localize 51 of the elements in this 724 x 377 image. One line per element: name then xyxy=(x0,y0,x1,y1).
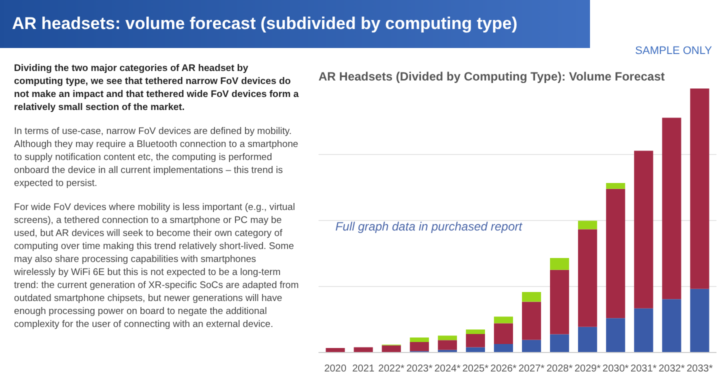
bar xyxy=(466,330,485,334)
x-tick-label: 2021 xyxy=(352,364,375,374)
bar xyxy=(606,188,626,318)
bar xyxy=(578,220,598,230)
bar xyxy=(522,302,542,340)
x-tick-label: 2023* xyxy=(406,364,433,374)
bar xyxy=(550,270,570,334)
bar xyxy=(410,337,429,342)
chart-subtitle: AR Headsets (Divided by Computing Type): Volume Forecast xyxy=(318,70,665,84)
bar xyxy=(690,88,710,289)
bar xyxy=(522,292,542,302)
x-tick-label: 2020 xyxy=(324,364,347,374)
x-tick-label: 2031* xyxy=(630,364,657,374)
x-tick-label: 2032* xyxy=(658,364,685,374)
bar xyxy=(662,299,682,352)
x-tick-label: 2024* xyxy=(434,364,461,374)
bar xyxy=(466,334,485,348)
x-tick-label: 2030* xyxy=(602,364,629,374)
bar xyxy=(466,347,485,352)
bar xyxy=(606,318,626,352)
annotation: Full graph data in purchased report xyxy=(335,220,523,234)
x-tick-label: 2022* xyxy=(378,364,405,374)
bar xyxy=(634,150,654,308)
chart-title: AR headsets: volume forecast (subdivided by computing type) xyxy=(0,0,590,48)
x-tick-label: 2025* xyxy=(462,364,489,374)
bar xyxy=(438,336,457,340)
x-tick-label: 2033* xyxy=(686,364,713,374)
bar xyxy=(606,183,626,189)
bar xyxy=(494,344,514,352)
bar xyxy=(550,258,570,270)
bar xyxy=(690,288,710,352)
bar xyxy=(354,347,373,352)
bar xyxy=(494,316,514,324)
bar xyxy=(662,118,682,300)
text: Dividing the two major categories of AR headset by computing type, we see that tethered narrow FoV devices do not make an impact and that tethered wide FoV devices form a relatively small section of the market. xyxy=(14,62,299,114)
bar xyxy=(382,345,401,352)
x-tick-label: 2029* xyxy=(574,364,601,374)
x-tick-label: 2027* xyxy=(518,364,545,374)
bar xyxy=(578,229,598,327)
bar xyxy=(522,340,542,352)
bar xyxy=(578,326,598,352)
bar xyxy=(494,323,514,344)
bar xyxy=(634,308,654,352)
x-tick-label: 2028* xyxy=(546,364,573,374)
bar xyxy=(550,334,570,352)
x-tick-label: 2026* xyxy=(490,364,517,374)
text: In terms of use-case, narrow FoV devices are defined by mobility. Although they may require a Bluetooth connection to a smartphone to supply notification content etc, the computing is performed onboard the device in all current implementations – this trend is expected to persist. xyxy=(14,125,299,190)
bar xyxy=(438,340,457,350)
text: For wide FoV devices where mobility is less important (e.g., virtual screens), a tethered connection to a smartphone or PC may be used, but AR devices will seek to become their own category of computing over time making this trend relatively short-lived. Some may also share processing capabilities with smartphones wirelessly by WiFi 6E but this is not expected to be a long-term trend: the current generation of XR-specific SoCs are adapted from outdated smartphone chipsets, but newer generations will have enough processing power on board to negate the additional complexity for the user of connecting with an external device. xyxy=(14,202,299,330)
text: SAMPLE ONLY xyxy=(635,44,712,59)
bar xyxy=(410,342,429,352)
